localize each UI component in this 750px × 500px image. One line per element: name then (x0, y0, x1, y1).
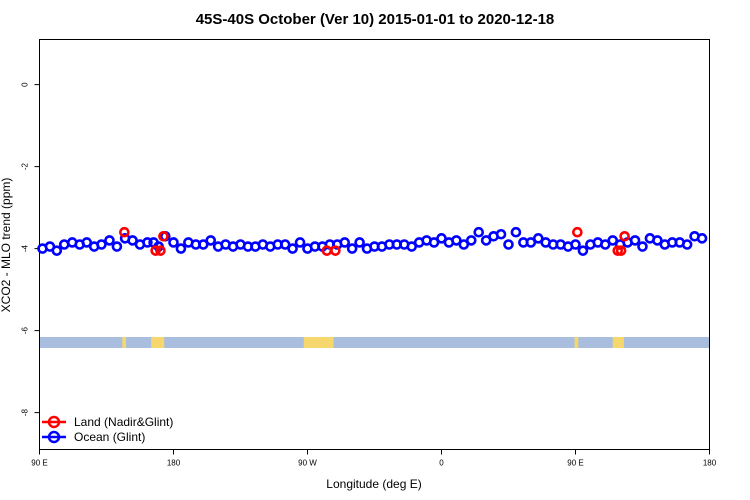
land-point (321, 245, 333, 256)
ocean-point (205, 235, 217, 246)
land-point (119, 226, 130, 238)
y-tick-label: -4 (21, 244, 30, 252)
y-tick-label: -2 (21, 162, 30, 170)
land-point (155, 245, 166, 256)
ocean-point (607, 235, 619, 246)
land-ocean-strip (40, 337, 709, 348)
land-point (619, 231, 630, 242)
legend: Land (Nadir&Glint) Ocean (Glint) (42, 415, 173, 444)
y-axis-ticks: 0 -2 -4 -6 -8 (21, 82, 40, 416)
ocean-point (51, 245, 63, 256)
land-strip-segment (122, 337, 127, 348)
legend-entry-land: Land (Nadir&Glint) (42, 415, 173, 429)
ocean-point (525, 237, 537, 248)
x-tick-label: 180 (703, 459, 717, 468)
land-point (150, 245, 161, 256)
ocean-point (142, 237, 153, 248)
ocean-point (339, 237, 351, 248)
ocean-point (465, 235, 477, 246)
land-point (330, 245, 341, 256)
ocean-point (510, 226, 522, 238)
x-tick-label: 0 (439, 459, 444, 468)
ocean-point (354, 237, 365, 248)
land-point (158, 231, 169, 242)
ocean-point (577, 245, 589, 256)
ocean-point (96, 239, 107, 250)
ocean-point (406, 241, 418, 252)
legend-entry-ocean: Ocean (Glint) (42, 430, 145, 444)
land-strip-segment (574, 337, 579, 348)
ocean-point (696, 233, 708, 244)
land-strip-segment (151, 337, 165, 348)
x-tick-label: 180 (167, 459, 181, 468)
ocean-point (287, 243, 298, 254)
x-tick-label: 90 W (298, 459, 317, 468)
ocean-point (570, 239, 581, 250)
ocean-strip (40, 337, 709, 348)
land-point (615, 245, 627, 256)
ocean-point (532, 233, 544, 244)
y-tick-label: -8 (21, 408, 30, 416)
ocean-point (294, 237, 306, 248)
ocean-point (428, 237, 440, 248)
ocean-point (104, 235, 115, 246)
chart-title: 45S-40S October (Ver 10) 2015-01-01 to 2… (196, 11, 555, 28)
ocean-point (111, 241, 123, 252)
ocean-point (451, 235, 462, 246)
ocean-series (37, 226, 708, 256)
ocean-point (681, 239, 693, 250)
x-tick-label: 90 E (31, 459, 47, 468)
x-tick-label: 90 E (567, 459, 583, 468)
ocean-point (168, 237, 179, 248)
ocean-point (503, 239, 514, 250)
x-axis-label: Longitude (deg E) (326, 477, 421, 491)
legend-marker-land (47, 415, 61, 429)
ocean-point (279, 239, 291, 250)
ocean-point (458, 239, 470, 250)
legend-label-land: Land (Nadir&Glint) (74, 415, 173, 429)
ocean-point (127, 235, 138, 246)
y-tick-label: -6 (21, 326, 30, 334)
ocean-point (81, 237, 93, 248)
legend-marker-ocean (47, 430, 61, 444)
x-axis-ticks: 90 E 180 90 W 0 90 E 180 (31, 449, 717, 468)
ocean-point (599, 239, 611, 250)
ocean-point (480, 235, 492, 246)
y-axis-label: XCO2 - MLO trend (ppm) (0, 178, 13, 313)
ocean-point (495, 228, 507, 240)
ocean-point (346, 243, 358, 254)
ocean-point (637, 241, 648, 252)
y-tick-label: 0 (21, 82, 30, 87)
land-series (119, 226, 630, 256)
ocean-point (629, 235, 641, 246)
legend-label-ocean: Ocean (Glint) (74, 430, 145, 444)
ocean-point (175, 243, 187, 254)
land-strip-segment (612, 337, 624, 348)
land-point (572, 226, 583, 238)
ocean-point (197, 239, 209, 250)
ocean-point (652, 235, 663, 246)
land-strip-segment (303, 337, 334, 348)
ocean-point (436, 233, 447, 244)
ocean-point (473, 226, 485, 238)
